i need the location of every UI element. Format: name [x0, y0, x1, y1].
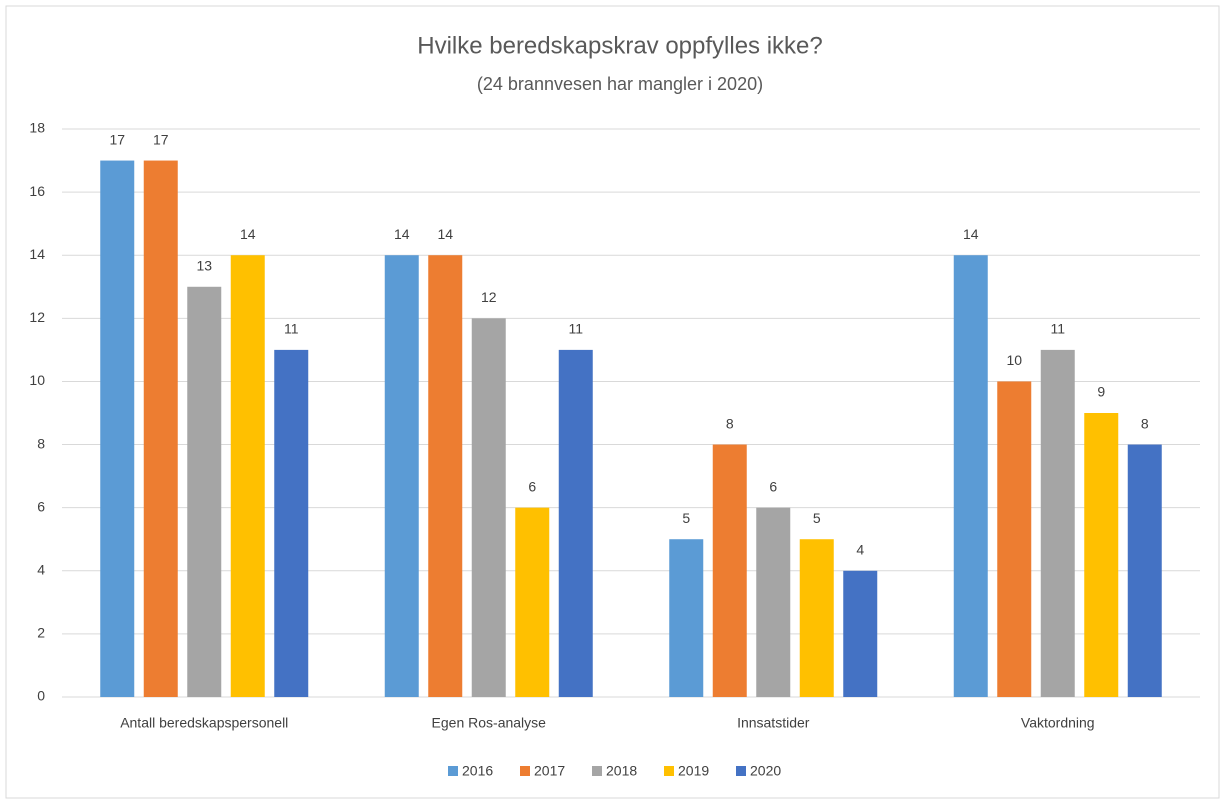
bar [1084, 413, 1119, 697]
x-tick-label: Egen Ros-analyse [432, 715, 547, 731]
data-label: 13 [196, 257, 212, 273]
bar [515, 507, 550, 697]
bar [428, 255, 463, 697]
y-tick-label: 8 [37, 435, 45, 451]
x-tick-label: Antall beredskapspersonell [120, 715, 288, 731]
y-tick-label: 0 [37, 688, 45, 704]
bar [1040, 349, 1075, 697]
y-tick-label: 12 [29, 309, 45, 325]
bar [712, 444, 747, 697]
data-label: 11 [568, 321, 583, 337]
bar [187, 286, 222, 697]
data-label: 14 [963, 226, 979, 242]
y-tick-label: 10 [29, 372, 45, 388]
data-label: 14 [394, 226, 410, 242]
y-tick-label: 6 [37, 498, 45, 514]
legend-label: 2017 [534, 763, 565, 779]
data-label: 5 [682, 510, 690, 526]
legend-swatch [520, 766, 530, 776]
legend-label: 2019 [678, 763, 709, 779]
chart-subtitle: (24 brannvesen har mangler i 2020) [477, 74, 763, 94]
chart-title: Hvilke beredskapskrav oppfylles ikke? [417, 32, 823, 59]
data-label: 9 [1097, 384, 1105, 400]
data-label: 6 [528, 478, 536, 494]
bar [799, 539, 834, 697]
bar [230, 255, 265, 697]
y-tick-label: 14 [29, 246, 45, 262]
bar [558, 349, 593, 697]
y-tick-label: 18 [29, 120, 45, 136]
legend-label: 2020 [750, 763, 781, 779]
data-label: 14 [437, 226, 453, 242]
x-tick-label: Innsatstider [737, 715, 810, 731]
y-tick-label: 2 [37, 625, 45, 641]
bar [997, 381, 1032, 697]
data-label: 11 [284, 321, 299, 337]
data-label: 8 [1141, 415, 1149, 431]
legend-label: 2016 [462, 763, 493, 779]
bar [384, 255, 419, 697]
y-tick-label: 4 [37, 561, 45, 577]
bar [756, 507, 791, 697]
data-label: 14 [240, 226, 256, 242]
bar [1127, 444, 1162, 697]
bar [953, 255, 988, 697]
legend-swatch [664, 766, 674, 776]
bar [100, 160, 135, 698]
y-tick-label: 16 [29, 183, 45, 199]
bar [143, 160, 178, 698]
bar [274, 349, 309, 697]
data-label: 17 [153, 131, 169, 147]
data-label: 12 [481, 289, 497, 305]
bar [471, 318, 506, 697]
data-label: 8 [726, 415, 734, 431]
bar [669, 539, 704, 697]
legend-swatch [736, 766, 746, 776]
data-label: 17 [109, 131, 125, 147]
data-label: 6 [769, 478, 777, 494]
legend-swatch [448, 766, 458, 776]
legend-swatch [592, 766, 602, 776]
bar [843, 570, 878, 697]
legend-label: 2018 [606, 763, 637, 779]
data-label: 11 [1050, 321, 1065, 337]
data-label: 4 [856, 541, 864, 557]
data-label: 10 [1006, 352, 1022, 368]
x-tick-label: Vaktordning [1021, 715, 1095, 731]
data-label: 5 [813, 510, 821, 526]
